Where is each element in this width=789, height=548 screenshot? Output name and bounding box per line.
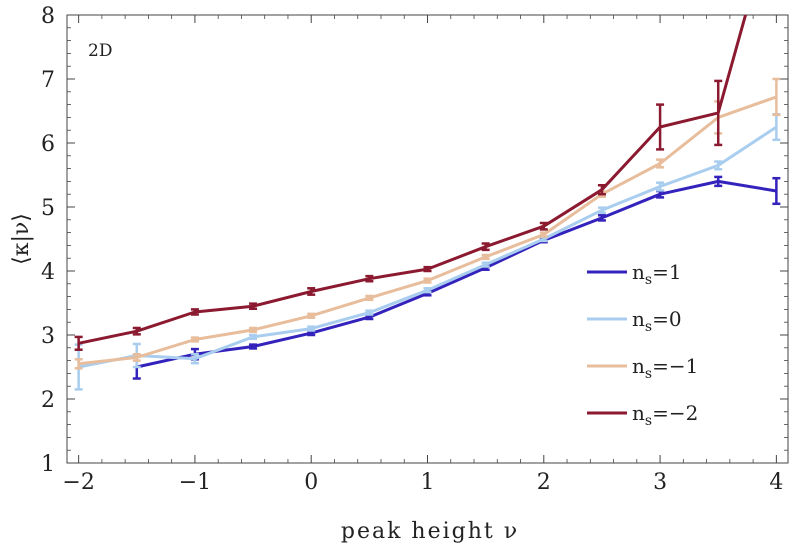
y-tick-label: 2 [41,388,55,413]
error-bar [481,261,490,268]
error-bar [597,214,606,222]
error-bar [423,287,432,294]
error-bar [307,287,316,296]
error-bar [656,181,665,192]
legend-item: ns=−1 [587,354,698,382]
axis-ticks [67,14,788,464]
annotation-label: 2D [88,41,112,61]
error-bar [249,343,258,350]
legend-label: ns=0 [632,307,682,335]
error-bar [190,352,199,365]
error-bar [772,112,781,142]
error-bar [190,308,199,316]
legend-item: ns=0 [587,307,682,335]
error-bar [772,77,781,117]
error-bar [249,333,258,341]
error-bar [132,326,141,336]
x-tick-label: 2 [537,470,551,495]
legend-label: ns=−2 [632,401,698,429]
error-bar [423,265,432,273]
error-bar [74,335,83,351]
error-bar [423,277,432,284]
x-axis-title: peak height ν [341,519,519,544]
series-line [78,15,748,345]
error-bar [714,175,723,188]
x-tick-label: 0 [304,470,318,495]
error-bar [307,312,316,319]
series-line [136,179,777,369]
x-tick-label: 1 [421,470,435,495]
error-bar [539,231,548,238]
error-bar [249,302,258,311]
x-tick-label: 3 [653,470,667,495]
axis-tick-labels: −2 −1 0 1 2 3 4 1 2 3 4 5 6 7 8 [41,4,783,495]
error-bar [249,326,258,334]
error-bar [190,336,199,343]
x-tick-label: 4 [769,470,783,495]
series-layer [74,15,781,391]
error-bar [132,352,141,362]
y-tick-label: 8 [41,4,55,29]
y-tick-label: 3 [41,324,55,349]
y-tick-label: 5 [41,196,55,221]
error-bar [481,242,490,252]
error-bar [481,253,490,261]
legend-label: ns=1 [632,260,682,288]
error-bar [714,160,723,171]
y-tick-label: 6 [41,132,55,157]
x-tick-label: −1 [179,470,211,495]
error-bar [539,221,548,231]
error-bar [597,206,606,215]
error-bar [74,358,83,370]
y-tick-label: 1 [41,452,55,477]
series-1 [74,112,781,391]
y-tick-label: 7 [41,68,55,93]
error-bar [772,176,781,206]
error-bar [597,183,606,196]
y-tick-label: 4 [41,260,55,285]
error-bar [656,158,665,169]
error-bar [656,103,665,151]
series-3 [74,15,748,351]
y-axis-title: ⟨κ|ν⟩ [9,213,34,265]
legend-item: ns=1 [587,260,682,288]
x-tick-label: −2 [62,470,94,495]
error-bar [365,274,374,283]
legend: ns=1 ns=0 ns=−1 ns=−2 [587,260,698,429]
series-line [78,125,778,369]
legend-item: ns=−2 [587,401,698,429]
legend-label: ns=−1 [632,354,698,382]
error-bar [307,325,316,332]
error-bar [365,294,374,302]
plot-frame [66,14,789,464]
error-bar [365,309,374,316]
error-bar [714,79,723,147]
